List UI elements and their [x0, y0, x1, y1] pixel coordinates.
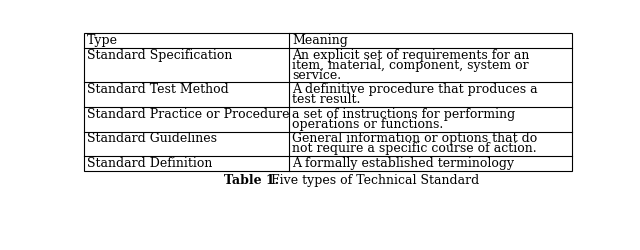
- Text: Type: Type: [87, 34, 118, 47]
- Text: a set of instructions for performing: a set of instructions for performing: [292, 108, 515, 121]
- Text: Table 1.: Table 1.: [225, 174, 280, 187]
- Text: Standard Guidelines: Standard Guidelines: [87, 132, 217, 145]
- Text: Meaning: Meaning: [292, 34, 348, 47]
- Text: not require a specific course of action.: not require a specific course of action.: [292, 142, 537, 156]
- Text: General information or options that do: General information or options that do: [292, 132, 538, 145]
- Text: test result.: test result.: [292, 93, 360, 106]
- Text: service.: service.: [292, 68, 341, 82]
- Text: Five types of Technical Standard: Five types of Technical Standard: [267, 174, 479, 187]
- Text: Standard Test Method: Standard Test Method: [87, 83, 228, 96]
- Text: An explicit set of requirements for an: An explicit set of requirements for an: [292, 48, 529, 62]
- Text: item, material, component, system or: item, material, component, system or: [292, 58, 529, 71]
- Text: Standard Definition: Standard Definition: [87, 157, 212, 170]
- Text: Standard Practice or Procedure: Standard Practice or Procedure: [87, 108, 289, 121]
- Text: Standard Specification: Standard Specification: [87, 48, 232, 62]
- Text: operations or functions.: operations or functions.: [292, 118, 444, 131]
- Text: A definitive procedure that produces a: A definitive procedure that produces a: [292, 83, 538, 96]
- Text: A formally established terminology: A formally established terminology: [292, 157, 514, 170]
